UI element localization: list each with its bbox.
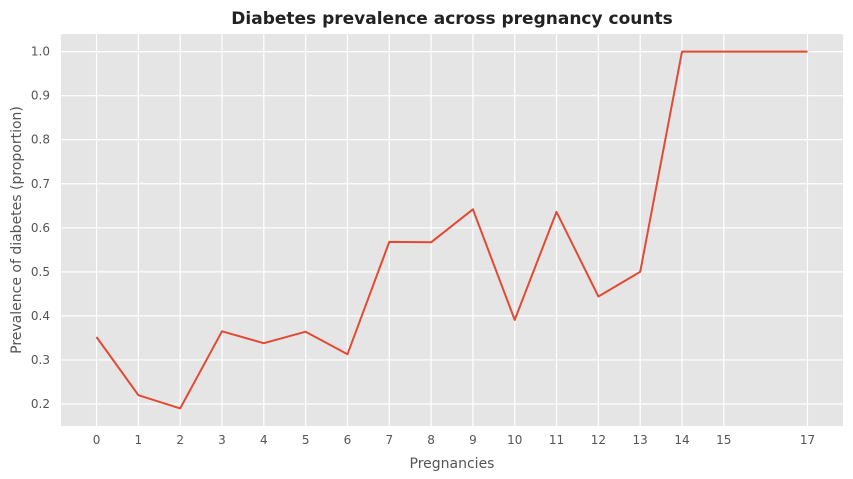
plot-background	[61, 34, 843, 426]
y-tick-label: 0.7	[31, 177, 50, 191]
y-tick-label: 0.9	[31, 89, 50, 103]
x-tick-label: 6	[344, 433, 352, 447]
x-axis-ticks: 0 1 2 3 4 5 6 7 8 9 10 11 12 13 14 15 17	[93, 433, 815, 447]
y-tick-label: 0.6	[31, 221, 50, 235]
y-tick-label: 0.8	[31, 133, 50, 147]
x-tick-label: 9	[469, 433, 477, 447]
x-tick-label: 5	[302, 433, 310, 447]
x-tick-label: 10	[507, 433, 522, 447]
x-tick-label: 12	[591, 433, 606, 447]
x-tick-label: 13	[633, 433, 648, 447]
x-tick-label: 8	[427, 433, 435, 447]
x-tick-label: 1	[135, 433, 143, 447]
x-tick-label: 3	[218, 433, 226, 447]
y-tick-label: 1.0	[31, 45, 50, 59]
x-tick-label: 2	[176, 433, 184, 447]
chart-title: Diabetes prevalence across pregnancy cou…	[231, 9, 672, 29]
grid	[61, 34, 843, 426]
y-tick-label: 0.5	[31, 265, 50, 279]
x-tick-label: 11	[549, 433, 564, 447]
y-tick-label: 0.3	[31, 353, 50, 367]
y-axis-label: Prevalence of diabetes (proportion)	[9, 106, 25, 354]
x-tick-label: 7	[385, 433, 393, 447]
x-tick-label: 4	[260, 433, 268, 447]
x-tick-label: 15	[716, 433, 731, 447]
series-line	[95, 50, 808, 410]
x-tick-label: 0	[93, 433, 101, 447]
x-tick-label: 17	[800, 433, 815, 447]
y-axis-ticks: 0.2 0.3 0.4 0.5 0.6 0.7 0.8 0.9 1.0	[31, 45, 50, 411]
y-tick-label: 0.2	[31, 397, 50, 411]
y-tick-label: 0.4	[31, 309, 50, 323]
x-axis-label: Pregnancies	[410, 456, 495, 472]
x-tick-label: 14	[674, 433, 689, 447]
